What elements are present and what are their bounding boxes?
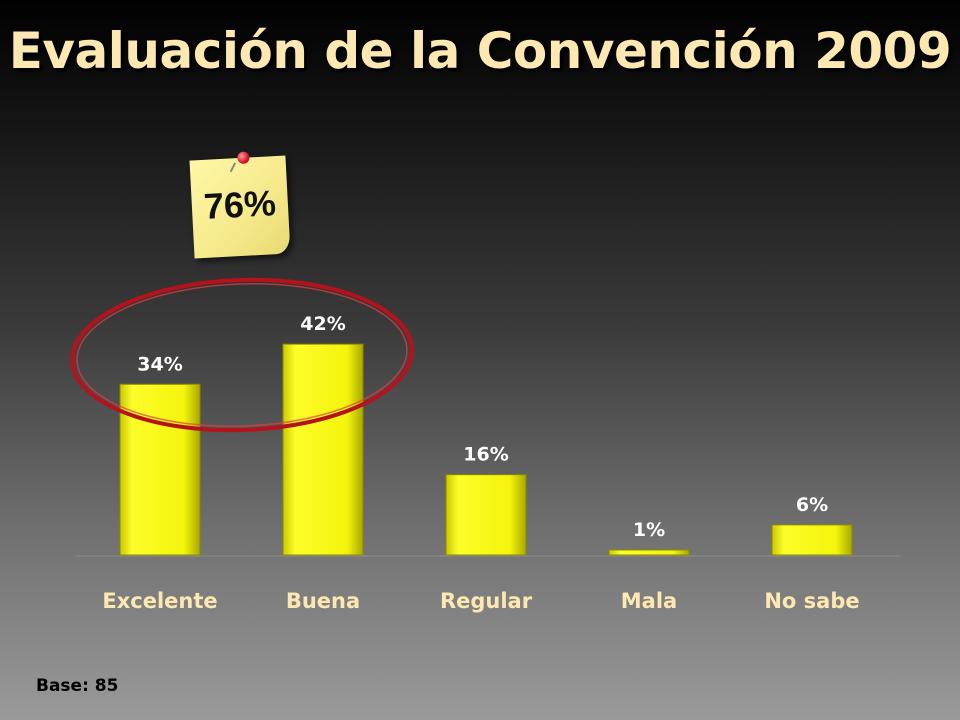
value-label: 6% bbox=[796, 494, 828, 516]
bar-no-sabe bbox=[771, 524, 853, 556]
value-label: 16% bbox=[463, 444, 508, 466]
category-label: Mala bbox=[621, 589, 677, 613]
category-label: Regular bbox=[440, 589, 533, 613]
pin-needle bbox=[229, 162, 237, 173]
category-label: Excelente bbox=[102, 589, 217, 613]
slide-title: Evaluación de la Convención 2009 bbox=[8, 22, 952, 80]
category-label: No sabe bbox=[764, 589, 859, 613]
value-label: 34% bbox=[137, 353, 182, 375]
value-label: 42% bbox=[300, 313, 345, 335]
highlight-ellipse bbox=[70, 277, 414, 433]
category-label: Buena bbox=[286, 589, 360, 613]
callout-text: 76% bbox=[202, 182, 277, 227]
bar-excelente bbox=[119, 383, 201, 556]
pushpin-icon bbox=[237, 151, 250, 165]
value-label: 1% bbox=[633, 519, 665, 541]
highlight-ellipse-inner bbox=[76, 283, 408, 427]
bar-regular bbox=[445, 474, 527, 556]
sticky-note: 76% bbox=[189, 151, 291, 259]
bar-buena bbox=[282, 343, 364, 556]
bar-mala bbox=[608, 549, 690, 556]
base-footnote: Base: 85 bbox=[36, 676, 119, 696]
